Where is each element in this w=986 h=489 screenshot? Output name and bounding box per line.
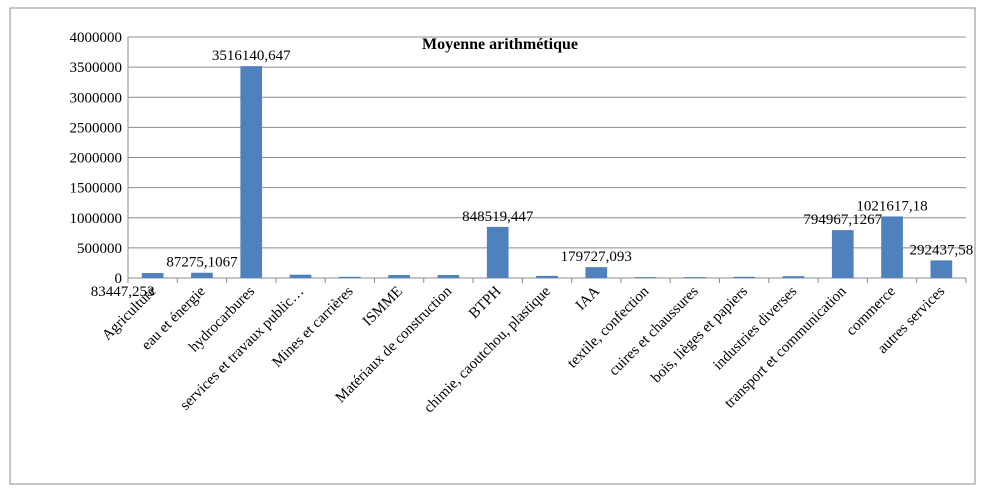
bar xyxy=(486,226,509,278)
bar xyxy=(733,276,756,278)
bar xyxy=(289,274,312,278)
bar xyxy=(240,66,263,278)
data-label: 3516140,647 xyxy=(212,48,291,64)
bar xyxy=(930,260,953,278)
data-label: 292437,58 xyxy=(909,242,973,258)
bar xyxy=(634,277,657,278)
bar xyxy=(437,274,460,278)
y-tick-label: 2000000 xyxy=(70,151,123,167)
bar xyxy=(831,230,854,278)
bar xyxy=(191,272,213,278)
bar xyxy=(782,276,805,278)
bar xyxy=(388,274,410,278)
bar xyxy=(684,277,706,278)
y-tick-label: 1000000 xyxy=(70,211,123,227)
chart-title: Moyenne arithmétique xyxy=(422,36,578,53)
bar xyxy=(141,272,164,278)
data-label: 179727,093 xyxy=(561,249,632,265)
data-label: 83447,253 xyxy=(91,284,155,300)
y-tick-label: 3500000 xyxy=(70,60,123,76)
data-label: 794967,1267 xyxy=(803,212,882,228)
y-tick-label: 2500000 xyxy=(70,120,123,136)
y-tick-label: 3000000 xyxy=(70,90,123,106)
bar xyxy=(536,275,558,278)
y-tick-label: 1500000 xyxy=(70,181,123,197)
y-tick-label: 0 xyxy=(115,271,123,287)
data-label: 1021617,18 xyxy=(856,198,927,214)
y-tick-label: 500000 xyxy=(77,241,122,257)
y-tick-label: 4000000 xyxy=(70,30,123,46)
data-label: 87275,1067 xyxy=(166,255,238,271)
data-label: 848519,447 xyxy=(462,209,534,225)
bar xyxy=(338,276,361,278)
bar xyxy=(881,216,903,278)
bar xyxy=(585,267,608,278)
